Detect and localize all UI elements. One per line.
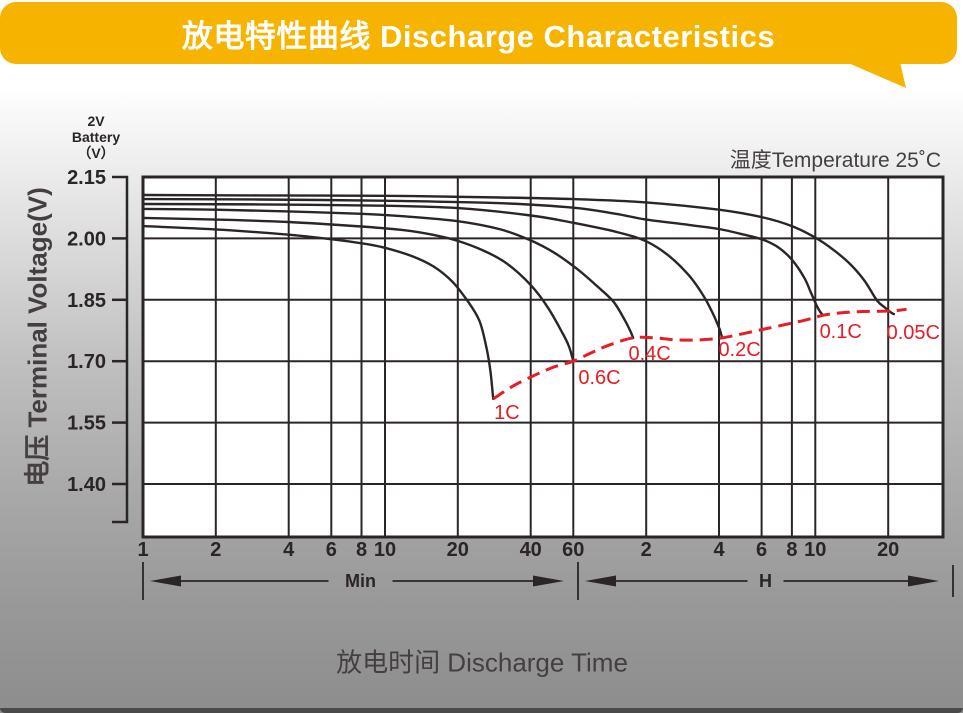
curve-label-0.6C: 0.6C [578, 367, 620, 389]
battery-type-line2: Battery [71, 129, 121, 145]
x-tick-label: 20 [877, 539, 899, 561]
y-tick-label: 1.55 [67, 413, 106, 435]
x-tick-label: 60 [562, 539, 584, 561]
title-banner: 放电特性曲线 Discharge Characteristics [0, 2, 957, 64]
y-tick-label: 1.40 [67, 474, 106, 496]
arrowhead-right [908, 575, 939, 587]
y-tick-label: 2.15 [67, 167, 106, 189]
x-tick-label: 10 [804, 539, 826, 561]
x-tick-label: 40 [520, 539, 542, 561]
battery-type-label: 2V Battery （V） [58, 113, 134, 161]
x-tick-label: 2 [210, 539, 221, 561]
x-tick-label: 8 [786, 539, 797, 561]
x-tick-label: 4 [713, 539, 725, 561]
x-tick-label: 10 [374, 539, 396, 561]
y-axis-title: 电压 Terminal Voltage(V) [22, 187, 53, 487]
curve-0.1C [141, 197, 825, 317]
temperature-note: 温度Temperature 25˚C [729, 149, 941, 172]
curve-label-0.1C: 0.1C [820, 321, 862, 343]
y-axis-bar [112, 175, 129, 524]
y-tick-label: 1.70 [67, 351, 106, 373]
y-tick-label: 2.00 [67, 228, 106, 250]
y-tick-label: 1.85 [67, 290, 106, 312]
x-axis-title: 放电时间 Discharge Time [336, 647, 628, 678]
x-tick-label: 4 [283, 539, 295, 561]
curve-label-1C: 1C [494, 402, 520, 424]
x-tick-label: 20 [447, 539, 469, 561]
curve-label-0.05C: 0.05C [887, 322, 940, 344]
curve-0.6C [141, 216, 575, 363]
arrowhead-left [585, 575, 616, 587]
discharge-cutoff-line [492, 307, 907, 401]
curve-1C [141, 224, 495, 400]
x-tick-label: 1 [137, 539, 148, 561]
curve-0.2C [141, 202, 724, 340]
arrow-unit-label-Min: Min [345, 571, 376, 591]
page-title: 放电特性曲线 Discharge Characteristics [181, 18, 776, 54]
x-tick-label: 8 [356, 539, 367, 561]
arrow-unit-label-H: H [759, 571, 772, 591]
page-bottom-edge [0, 708, 963, 713]
x-tick-label: 6 [326, 539, 337, 561]
curve-label-0.2C: 0.2C [718, 339, 760, 361]
curve-0.05C [141, 193, 896, 316]
arrowhead-right [533, 575, 564, 587]
curve-label-0.4C: 0.4C [628, 343, 670, 365]
battery-type-line3: （V） [77, 145, 115, 161]
battery-type-line1: 2V [87, 113, 105, 129]
plot-background [143, 177, 943, 537]
arrowhead-left [150, 575, 181, 587]
plot-frame [141, 175, 945, 539]
x-tick-label: 6 [756, 539, 767, 561]
curve-0.4C [141, 207, 635, 340]
x-tick-label: 2 [641, 539, 652, 561]
